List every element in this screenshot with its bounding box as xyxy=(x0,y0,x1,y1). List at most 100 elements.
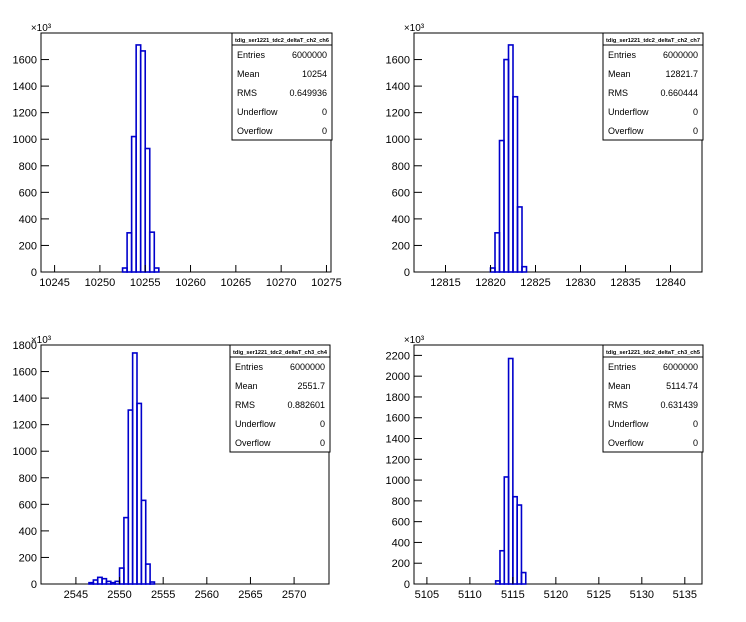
x-tick-label: 5120 xyxy=(544,589,568,601)
stats-label: Mean xyxy=(235,381,258,391)
histogram-bin xyxy=(144,563,151,585)
stats-label: Entries xyxy=(608,50,637,60)
stats-label: Entries xyxy=(237,50,266,60)
stats-value: 12821.7 xyxy=(665,69,698,79)
histogram-bin xyxy=(516,206,523,273)
histogram-pad-ch3-ch5: 5105 5110 5115 5120 5125 5130 5135 0 200 400 600 80… xyxy=(386,335,704,601)
stats-label: RMS xyxy=(237,88,257,98)
x-tick-label: 12835 xyxy=(610,277,641,289)
y-tick-label: 1600 xyxy=(386,55,410,67)
x-tick-label: 10255 xyxy=(130,277,161,289)
stats-label: Entries xyxy=(235,362,264,372)
stats-title: tdig_ser1221_tdc2_deltaT_ch3_ch5 xyxy=(606,350,700,356)
x-tick-label: 5115 xyxy=(501,589,525,601)
x-tick-label: 10250 xyxy=(85,277,116,289)
stats-box xyxy=(229,344,331,453)
x-tick-label: 12820 xyxy=(475,277,506,289)
stats-label: Underflow xyxy=(608,107,649,117)
x-tick-label: 2560 xyxy=(195,589,219,601)
x-tick-label: 2555 xyxy=(151,589,175,601)
stats-value: 0 xyxy=(693,438,698,448)
y-tick-label: 1200 xyxy=(386,454,410,466)
x-tick-label: 5130 xyxy=(630,589,654,601)
y-tick-label: 400 xyxy=(392,214,410,226)
x-tick-label: 5105 xyxy=(415,589,439,601)
y-tick-label: 600 xyxy=(19,187,37,199)
y-tick-label: 1000 xyxy=(13,134,37,146)
y-tick-label: 1600 xyxy=(13,367,37,379)
x-tick-label: 2565 xyxy=(238,589,262,601)
stats-value: 0.882601 xyxy=(287,400,325,410)
histogram-bin xyxy=(140,499,147,585)
y-tick-label: 1000 xyxy=(13,446,37,458)
x-tick-label: 10270 xyxy=(266,277,297,289)
histogram-bin xyxy=(136,402,143,585)
stats-value: 0 xyxy=(693,107,698,117)
y-exponent-label: ×10³ xyxy=(31,335,52,346)
y-tick-label: 2200 xyxy=(386,350,410,362)
histogram-bin xyxy=(144,147,151,273)
stats-label: Mean xyxy=(237,69,260,79)
stats-value: 0.631439 xyxy=(660,400,698,410)
y-tick-label: 1400 xyxy=(386,434,410,446)
y-tick-label: 1000 xyxy=(386,475,410,487)
y-tick-label: 1400 xyxy=(386,81,410,93)
stats-label: RMS xyxy=(608,88,628,98)
stats-value: 6000000 xyxy=(663,362,698,372)
y-tick-label: 400 xyxy=(19,526,37,538)
stats-label: Overflow xyxy=(235,438,271,448)
y-tick-label: 600 xyxy=(19,499,37,511)
y-tick-label: 1200 xyxy=(13,420,37,432)
histogram-bin xyxy=(516,504,523,585)
stats-value: 0 xyxy=(320,419,325,429)
stats-value: 6000000 xyxy=(292,50,327,60)
histogram-bin xyxy=(148,231,156,273)
y-exponent-label: ×10³ xyxy=(404,335,425,346)
x-tick-label: 10265 xyxy=(221,277,252,289)
y-tick-label: 400 xyxy=(19,214,37,226)
plot-frame xyxy=(40,344,330,585)
stats-label: RMS xyxy=(608,400,628,410)
histogram-pad-ch2-ch7: 12815 12820 12825 12830 12835 12840 0 200 400 600… xyxy=(386,23,704,289)
y-tick-label: 200 xyxy=(392,558,410,570)
histogram-bin xyxy=(507,357,514,585)
y-tick-label: 200 xyxy=(19,552,37,564)
stats-label: Mean xyxy=(608,381,631,391)
stats-box xyxy=(602,32,704,141)
stats-value: 6000000 xyxy=(663,50,698,60)
y-tick-label: 1800 xyxy=(386,392,410,404)
x-tick-label: 10275 xyxy=(311,277,342,289)
y-tick-label: 600 xyxy=(392,517,410,529)
stats-label: RMS xyxy=(235,400,255,410)
stats-label: Overflow xyxy=(237,126,273,136)
y-exponent-label: ×10³ xyxy=(404,23,425,34)
x-tick-label: 12830 xyxy=(565,277,596,289)
x-tick-label: 10260 xyxy=(175,277,206,289)
stats-box xyxy=(231,32,333,141)
stats-value: 6000000 xyxy=(290,362,325,372)
y-tick-label: 600 xyxy=(392,187,410,199)
stats-value: 0.660444 xyxy=(660,88,698,98)
y-tick-label: 1800 xyxy=(13,340,37,352)
stats-box xyxy=(602,344,704,453)
histogram-bin xyxy=(512,95,519,273)
x-tick-label: 5110 xyxy=(458,589,482,601)
stats-value: 10254 xyxy=(302,69,327,79)
y-tick-label: 800 xyxy=(392,496,410,508)
y-tick-label: 200 xyxy=(392,240,410,252)
stats-value: 0 xyxy=(322,126,327,136)
y-tick-label: 1600 xyxy=(386,413,410,425)
stats-label: Overflow xyxy=(608,126,644,136)
y-tick-label: 0 xyxy=(404,579,410,591)
y-tick-label: 1200 xyxy=(386,108,410,120)
stats-value: 0 xyxy=(693,126,698,136)
x-tick-label: 12825 xyxy=(520,277,551,289)
y-tick-label: 200 xyxy=(19,240,37,252)
y-tick-label: 800 xyxy=(392,161,410,173)
y-tick-label: 1400 xyxy=(13,81,37,93)
x-tick-label: 5135 xyxy=(673,589,697,601)
y-tick-label: 0 xyxy=(31,579,37,591)
y-tick-label: 1000 xyxy=(386,134,410,146)
y-tick-label: 800 xyxy=(19,473,37,485)
stats-label: Underflow xyxy=(237,107,278,117)
